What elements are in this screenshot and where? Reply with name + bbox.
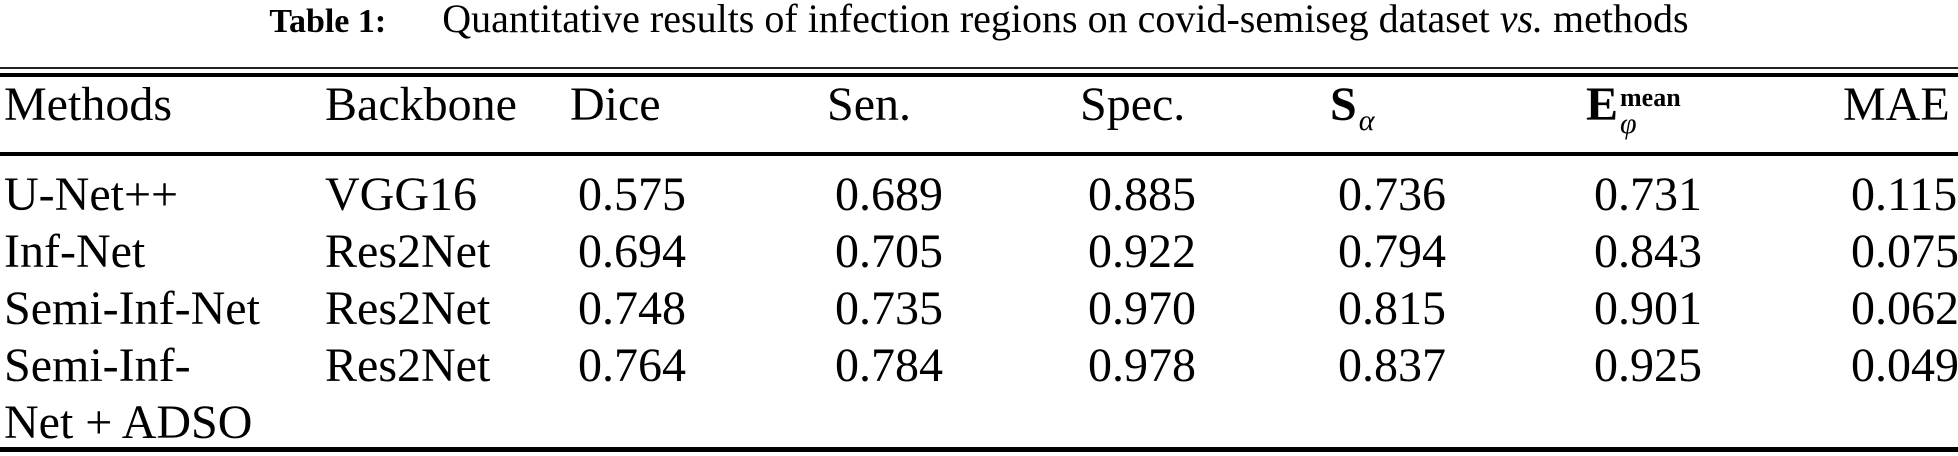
cell-e-phi: 0.925 [1594,339,1702,392]
cell-spec: 0.922 [1088,225,1196,278]
table-caption-vs: vs. [1499,0,1544,41]
cell-method: Inf-Net [4,225,146,278]
cell-mae: 0.062 [1851,282,1958,335]
cell-method: U-Net++ [4,168,179,221]
col-header-s-alpha: Sα [1330,76,1586,166]
cell-backbone: Res2Net [325,339,491,392]
col-header-methods: Methods [4,78,172,131]
cell-dice: 0.764 [578,339,686,392]
col-header-spec: Spec. [1080,78,1186,131]
table-caption-text: Quantitative results of infection region… [442,0,1490,41]
cell-e-phi: 0.901 [1594,282,1702,335]
e-phi-scripts: mean φ [1620,83,1681,140]
cell-dice: 0.694 [578,225,686,278]
cell-mae: 0.075 [1851,225,1958,278]
table-header-rule [0,152,1958,156]
table-top-rule-thick [0,73,1958,77]
col-header-backbone: Backbone [325,78,517,131]
col-header-sen: Sen. [827,78,911,131]
cell-s-alpha: 0.794 [1338,225,1446,278]
cell-dice: 0.748 [578,282,686,335]
cell-e-phi: 0.843 [1594,225,1702,278]
cell-backbone: Res2Net [325,225,491,278]
cell-backbone: Res2Net [325,282,491,335]
cell-s-alpha: 0.815 [1338,282,1446,335]
cell-s-alpha: 0.837 [1338,339,1446,392]
e-phi-subscript: φ [1620,107,1637,140]
cell-method: Semi-Inf-Net [4,282,260,335]
cell-mae: 0.115 [1851,168,1958,221]
s-alpha-subscript: α [1358,104,1375,137]
table-top-rule-thin [0,67,1958,69]
cell-s-alpha: 0.736 [1338,168,1446,221]
table-bottom-rule [0,447,1958,452]
cell-backbone: VGG16 [325,168,477,221]
cell-method: Semi-Inf- Net + ADSO [4,339,253,449]
table-caption: Table 1: Quantitative results of infectio… [0,0,1958,44]
cell-dice: 0.575 [578,168,686,221]
e-phi-superscript: mean [1620,83,1681,112]
cell-spec: 0.970 [1088,282,1196,335]
table-caption-label: Table 1: [269,3,387,40]
cell-sen: 0.735 [835,282,943,335]
cell-sen: 0.689 [835,168,943,221]
table-caption-tail: methods [1553,0,1689,41]
cell-sen: 0.705 [835,225,943,278]
cell-spec: 0.978 [1088,339,1196,392]
cell-sen: 0.784 [835,339,943,392]
col-header-mae: MAE [1843,78,1950,131]
cell-e-phi: 0.731 [1594,168,1702,221]
col-header-dice: Dice [570,78,661,131]
cell-mae: 0.049 [1851,339,1958,392]
cell-spec: 0.885 [1088,168,1196,221]
e-phi-symbol: E [1586,78,1619,131]
s-alpha-symbol: S [1330,78,1357,131]
